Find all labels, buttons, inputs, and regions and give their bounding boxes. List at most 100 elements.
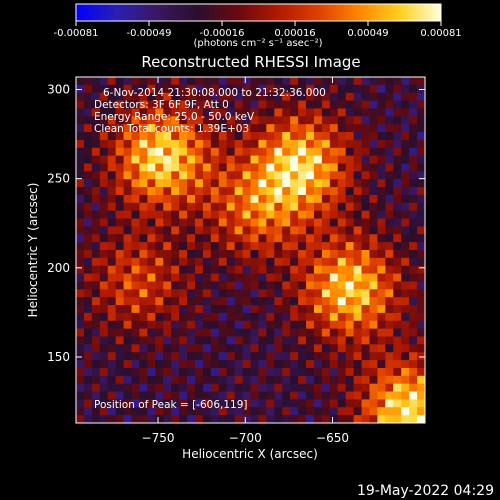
heatmap-cell [377, 328, 386, 338]
heatmap-cell [194, 116, 204, 125]
heatmap-cell [187, 124, 196, 133]
heatmap-cell [91, 289, 101, 298]
heatmap-cell [401, 84, 410, 94]
heatmap-cell [369, 273, 379, 283]
heatmap-cell [226, 360, 236, 369]
heatmap-cell [369, 360, 379, 369]
heatmap-cell [147, 155, 156, 165]
heatmap-cell [298, 147, 307, 157]
heatmap-cell [91, 202, 101, 212]
heatmap-cell [210, 108, 220, 117]
heatmap-cell [274, 360, 283, 369]
heatmap-cell [226, 163, 236, 172]
heatmap-cell [393, 360, 402, 369]
heatmap-cell [147, 242, 156, 251]
heatmap-cell [377, 297, 386, 306]
heatmap-cell [76, 265, 85, 275]
heatmap-cell [210, 289, 220, 298]
heatmap-cell [107, 100, 117, 110]
heatmap-cell [115, 265, 125, 275]
heatmap-cell [329, 399, 339, 408]
heatmap-cell [290, 147, 299, 157]
y-tick-label: 250 [47, 172, 70, 186]
heatmap-cell [393, 375, 402, 385]
heatmap-cell [123, 147, 133, 157]
heatmap-cell [83, 352, 93, 361]
heatmap-cell [123, 234, 133, 243]
heatmap-cell [171, 367, 180, 377]
heatmap-cell [242, 187, 252, 196]
heatmap-cell [226, 336, 236, 345]
heatmap-cell [123, 336, 133, 345]
heatmap-cell [131, 84, 141, 94]
heatmap-cell [155, 360, 164, 369]
heatmap-cell [163, 77, 172, 86]
heatmap-cell [417, 391, 425, 401]
heatmap-cell [266, 281, 275, 290]
heatmap-cell [163, 273, 172, 283]
heatmap-cell [401, 202, 410, 212]
heatmap-cell [361, 171, 371, 180]
heatmap-cell [194, 171, 204, 180]
heatmap-cell [298, 305, 307, 314]
heatmap-cell [313, 100, 323, 110]
heatmap-cell [76, 391, 85, 401]
heatmap-cell [266, 297, 275, 306]
heatmap-cell [83, 139, 93, 149]
heatmap-cell [171, 399, 180, 408]
heatmap-cell [210, 391, 220, 401]
heatmap-cell [76, 187, 85, 196]
heatmap-cell [91, 77, 101, 86]
heatmap-cell [218, 202, 228, 212]
heatmap-cell [329, 226, 339, 235]
heatmap-cell [107, 226, 117, 235]
heatmap-cell [99, 116, 109, 125]
heatmap-cell [393, 100, 402, 110]
heatmap-cell [179, 147, 188, 157]
heatmap-cell [385, 100, 394, 110]
heatmap-cell [417, 218, 425, 228]
heatmap-cell [321, 84, 331, 94]
heatmap-cell [147, 147, 156, 157]
heatmap-cell [234, 84, 244, 94]
heatmap-cell [187, 218, 196, 228]
heatmap-cell [250, 375, 260, 385]
heatmap-cell [345, 289, 355, 298]
heatmap-cell [91, 344, 101, 353]
heatmap-cell [401, 344, 410, 353]
heatmap-cell [290, 194, 299, 204]
heatmap-cell [321, 336, 331, 345]
heatmap-cell [353, 289, 363, 298]
heatmap-cell [131, 289, 141, 298]
heatmap-cell [83, 108, 93, 117]
heatmap-cell [131, 187, 141, 196]
heatmap-cell [361, 344, 371, 353]
heatmap-cell [369, 155, 379, 165]
heatmap-cell [298, 234, 307, 243]
heatmap-cell [147, 352, 156, 361]
heatmap-cell [107, 305, 117, 314]
heatmap-cell [353, 367, 363, 377]
heatmap-cell [417, 202, 425, 212]
heatmap-cell [242, 132, 252, 141]
heatmap-cell [123, 202, 133, 212]
heatmap-cell [91, 250, 101, 259]
heatmap-cell [107, 194, 117, 204]
heatmap-cell [258, 210, 267, 220]
heatmap-cell [131, 399, 141, 408]
heatmap-cell [242, 367, 252, 377]
heatmap-cell [242, 399, 252, 408]
heatmap-cell [107, 399, 117, 408]
heatmap-cell [274, 281, 283, 290]
heatmap-cell [361, 234, 371, 243]
heatmap-cell [321, 407, 331, 416]
heatmap-cell [234, 367, 244, 377]
heatmap-cell [179, 415, 188, 423]
heatmap-cell [353, 273, 363, 283]
heatmap-cell [250, 147, 260, 157]
heatmap-cell [409, 84, 418, 94]
heatmap-cell [179, 328, 188, 338]
heatmap-cell [337, 179, 347, 188]
heatmap-cell [218, 257, 228, 267]
heatmap-cell [171, 155, 180, 165]
